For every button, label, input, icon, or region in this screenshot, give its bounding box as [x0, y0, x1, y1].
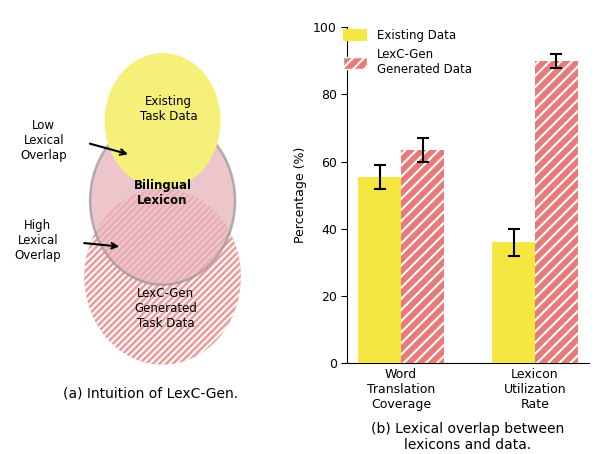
Bar	[401, 150, 444, 363]
Y-axis label: Percentage (%): Percentage (%)	[295, 147, 307, 243]
Bar	[358, 177, 401, 363]
Legend: Existing Data, LexC-Gen
Generated Data: Existing Data, LexC-Gen Generated Data	[341, 26, 474, 78]
Ellipse shape	[85, 189, 241, 365]
Bar	[492, 242, 535, 363]
Ellipse shape	[90, 117, 235, 285]
Text: Bilingual
Lexicon: Bilingual Lexicon	[133, 179, 191, 207]
Bar	[535, 61, 578, 363]
Text: High
Lexical
Overlap: High Lexical Overlap	[14, 219, 61, 262]
Text: Low
Lexical
Overlap: Low Lexical Overlap	[21, 119, 67, 163]
Text: LexC-Gen
Generated
Task Data: LexC-Gen Generated Task Data	[134, 287, 197, 330]
Text: Existing
Task Data: Existing Task Data	[140, 95, 198, 123]
Text: (b) Lexical overlap between
lexicons and data.: (b) Lexical overlap between lexicons and…	[371, 421, 565, 452]
Text: (a) Intuition of LexC-Gen.: (a) Intuition of LexC-Gen.	[63, 387, 239, 400]
Ellipse shape	[104, 53, 220, 189]
